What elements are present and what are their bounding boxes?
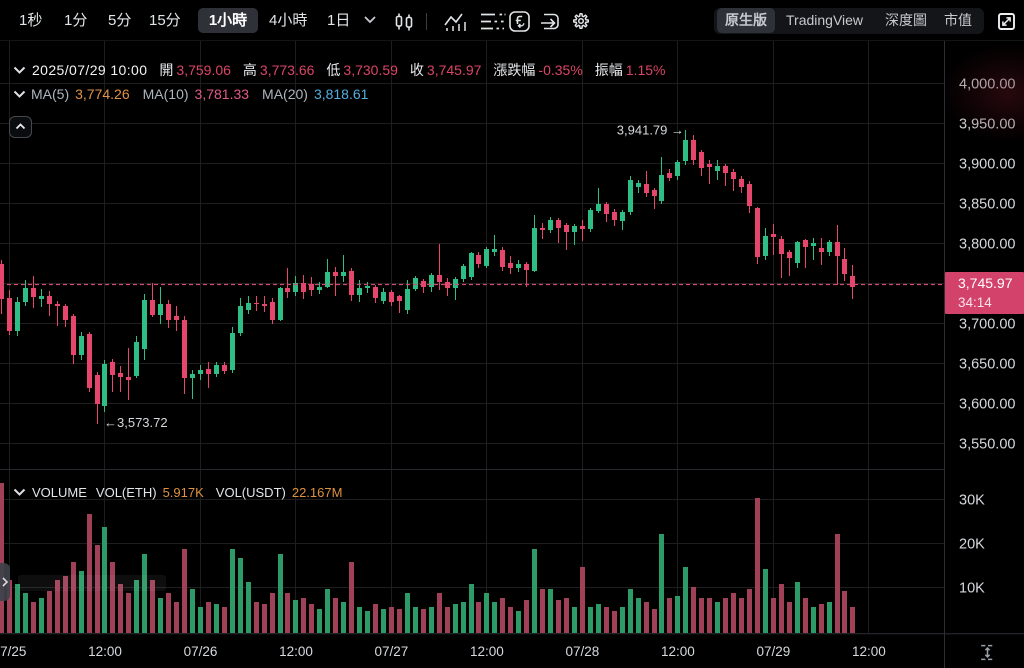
svg-text:07/29: 07/29 xyxy=(757,644,791,659)
svg-text:12:00: 12:00 xyxy=(88,644,122,659)
svg-text:3,800.00: 3,800.00 xyxy=(959,237,1015,253)
svg-text:3,900.00: 3,900.00 xyxy=(959,157,1015,173)
svg-text:3,550.00: 3,550.00 xyxy=(959,437,1015,453)
svg-text:3,941.79 →: 3,941.79 → xyxy=(617,123,684,138)
svg-text:4,000.00: 4,000.00 xyxy=(959,77,1015,93)
svg-text:07/26: 07/26 xyxy=(184,644,218,659)
svg-text:10K: 10K xyxy=(959,581,985,597)
svg-text:07/27: 07/27 xyxy=(375,644,409,659)
svg-text:3,700.00: 3,700.00 xyxy=(959,317,1015,333)
svg-text:3,950.00: 3,950.00 xyxy=(959,117,1015,133)
svg-text:20K: 20K xyxy=(959,537,985,553)
svg-text:30K: 30K xyxy=(959,492,985,508)
svg-text:07/25: 07/25 xyxy=(0,644,26,659)
svg-text:3,600.00: 3,600.00 xyxy=(959,397,1015,413)
svg-text:12:00: 12:00 xyxy=(852,644,886,659)
svg-text:12:00: 12:00 xyxy=(661,644,695,659)
svg-text:07/28: 07/28 xyxy=(566,644,600,659)
svg-text:←3,573.72: ←3,573.72 xyxy=(104,415,168,430)
svg-text:3,850.00: 3,850.00 xyxy=(959,197,1015,213)
svg-text:12:00: 12:00 xyxy=(470,644,504,659)
svg-text:3,650.00: 3,650.00 xyxy=(959,357,1015,373)
svg-text:12:00: 12:00 xyxy=(279,644,313,659)
